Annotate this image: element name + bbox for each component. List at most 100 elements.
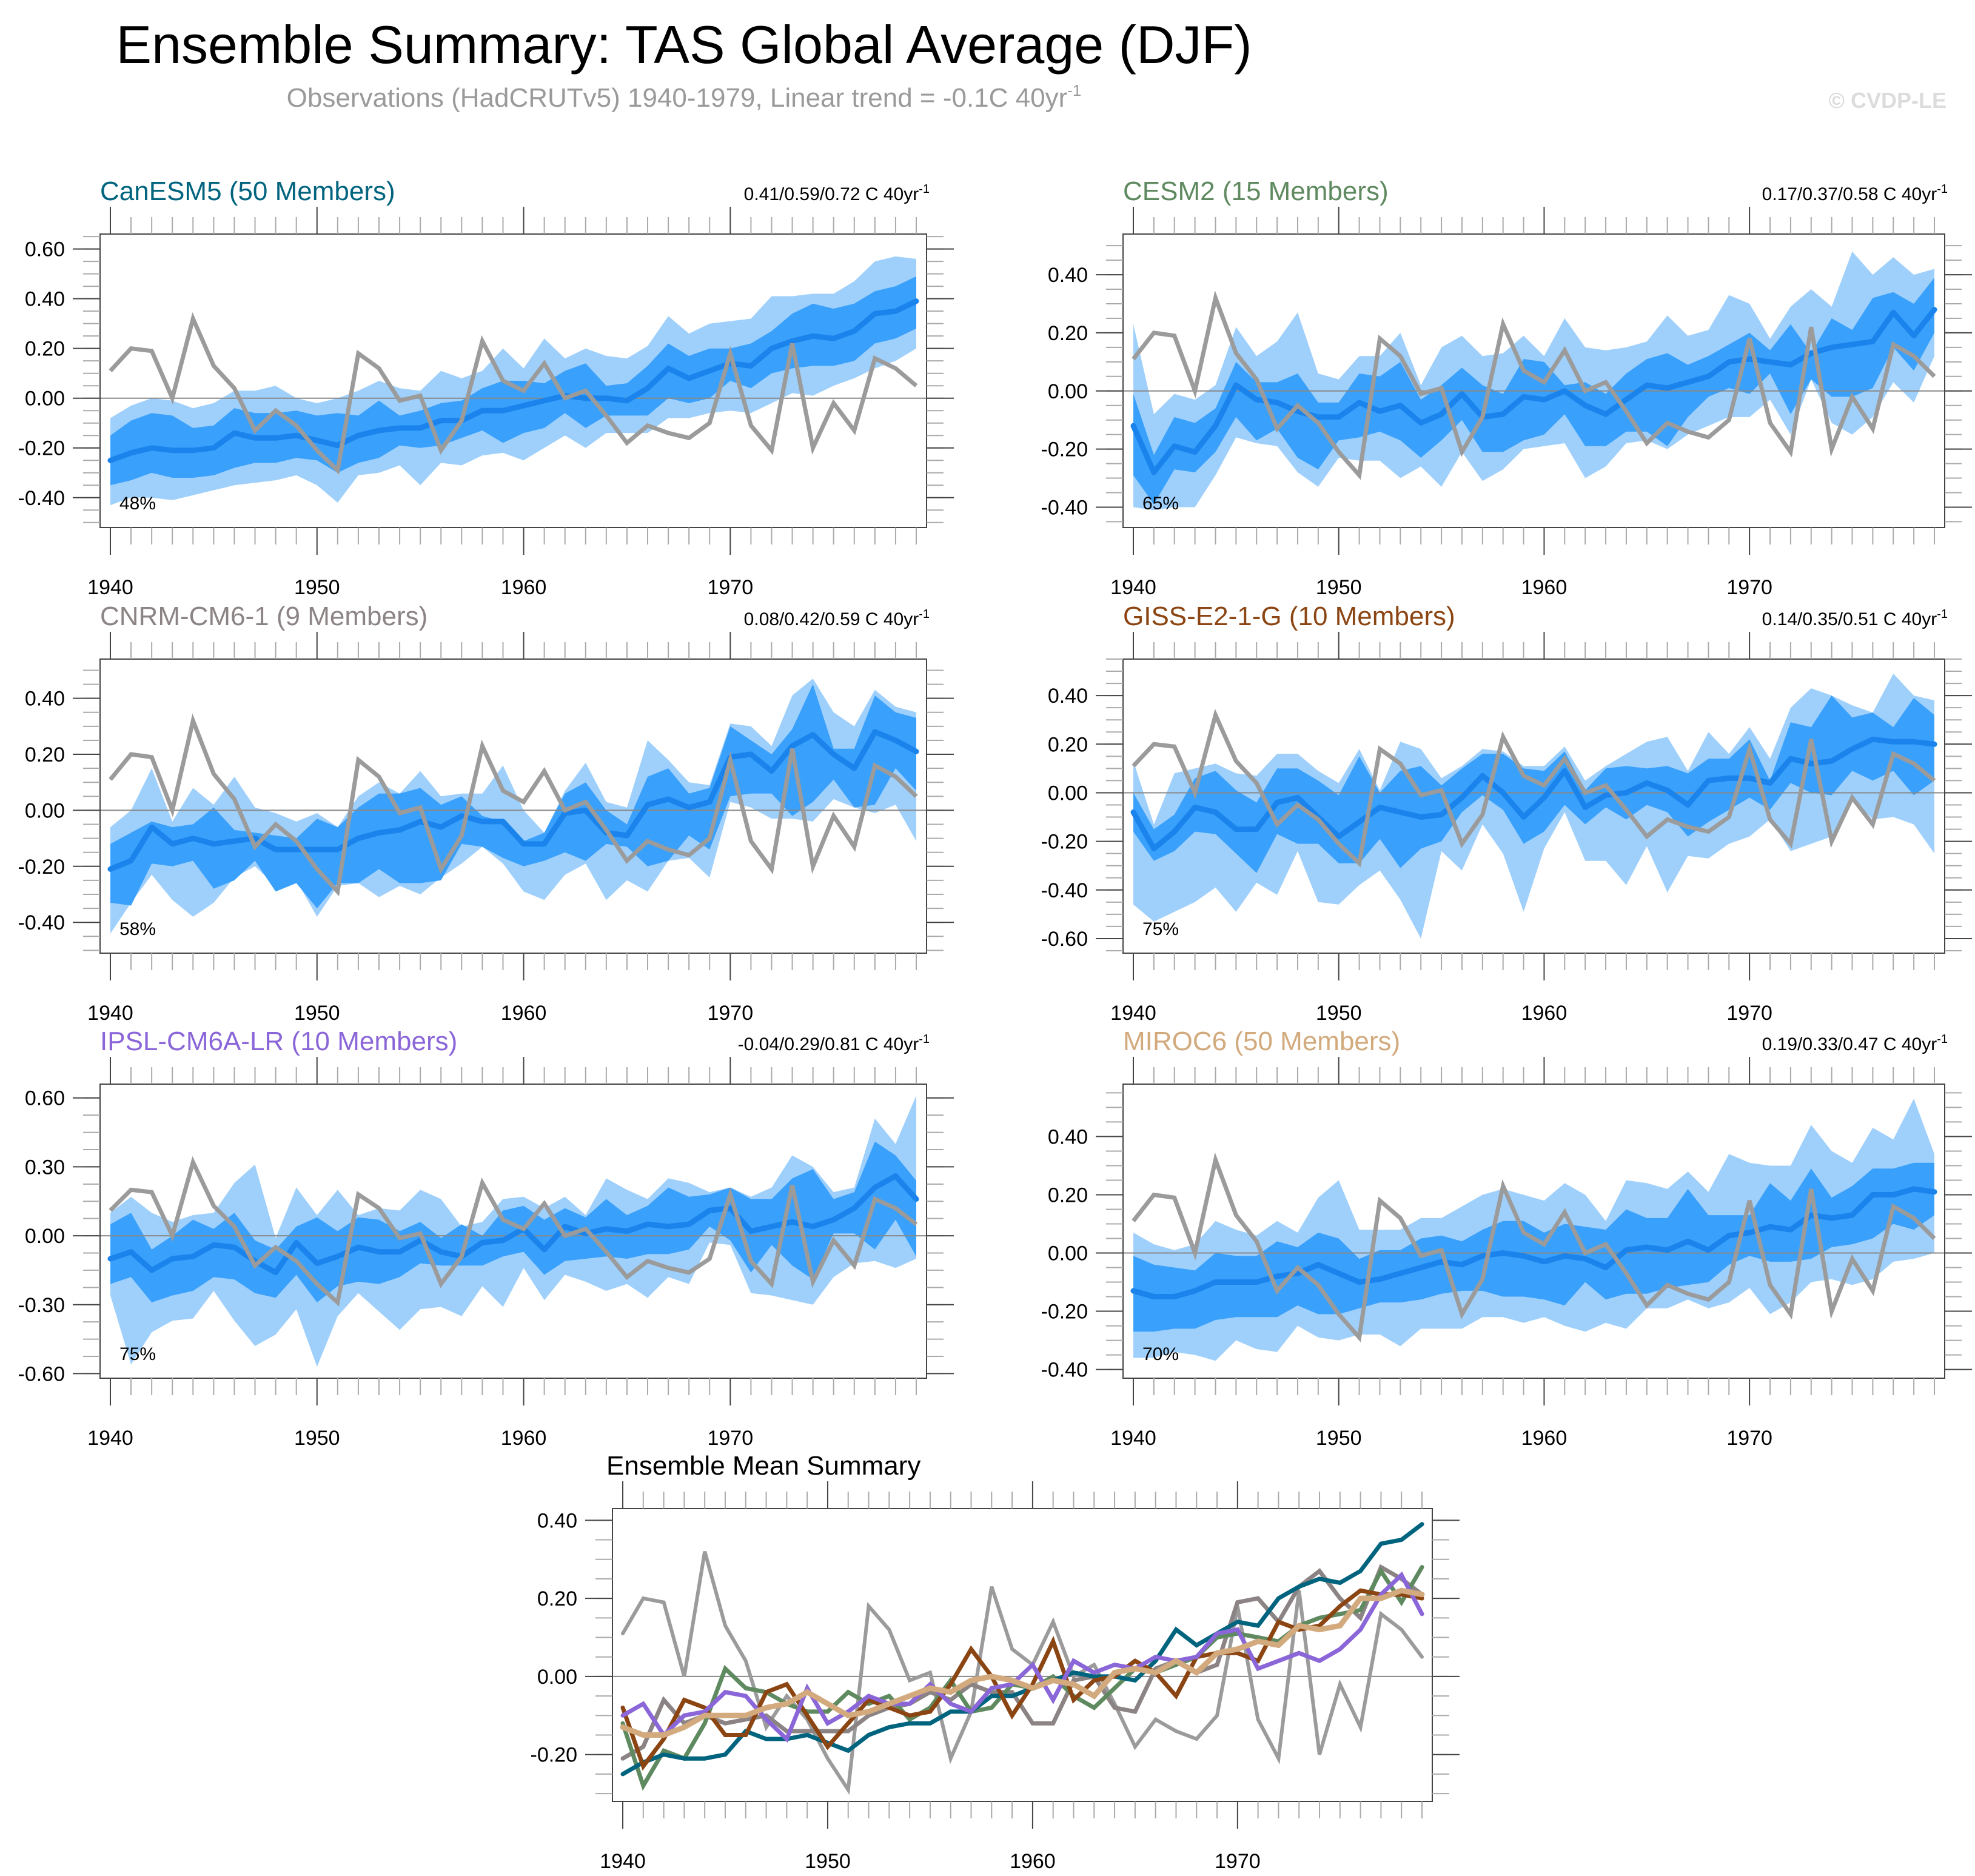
percent-label: 58% — [119, 919, 156, 939]
y-tick-label: 0.20 — [25, 743, 65, 766]
percent-label: 65% — [1142, 494, 1179, 514]
plot-frame — [1122, 1084, 1945, 1379]
x-tick-label: 1960 — [501, 1427, 547, 1450]
x-tick-label: 1940 — [87, 1427, 133, 1450]
x-tick-label: 1950 — [1316, 1002, 1362, 1025]
y-tick-label: 0.20 — [25, 338, 65, 361]
y-tick-label: 0.00 — [537, 1666, 577, 1689]
trend-range-text: 0.14/0.35/0.51 C 40yr — [1762, 609, 1937, 629]
y-tick-label: -0.20 — [1041, 438, 1088, 461]
y-tick-label: -0.20 — [18, 856, 65, 879]
y-tick-label: 0.30 — [25, 1156, 65, 1179]
y-tick-label: -0.40 — [1041, 1359, 1088, 1382]
y-tick-label: 0.20 — [537, 1587, 577, 1610]
observations-line — [1132, 708, 1936, 868]
y-tick-label: -0.40 — [18, 487, 65, 510]
figure-subtitle-text: Observations (HadCRUTv5) 1940-1979, Line… — [287, 83, 1068, 113]
interquartile-band — [110, 276, 916, 486]
trend-range-superscript: -1 — [919, 608, 930, 621]
x-tick-label: 1950 — [1316, 576, 1362, 599]
trend-range-superscript: -1 — [919, 1033, 930, 1046]
ensemble-mean-line — [1130, 1186, 1937, 1299]
series-line-miroc6 — [620, 1587, 1425, 1738]
x-tick-label: 1960 — [1521, 576, 1568, 599]
series-line-ipsl-cm6a-lr — [620, 1571, 1424, 1743]
y-tick-label: -0.20 — [1041, 831, 1088, 854]
x-tick-label: 1960 — [501, 576, 547, 599]
trend-range-text: 0.08/0.42/0.59 C 40yr — [744, 609, 919, 629]
x-tick-label: 1970 — [707, 1002, 753, 1025]
series-line-observations — [621, 1551, 1424, 1795]
panel-cnrm-cm6-1-9-members: CNRM-CM6-1 (9 Members) 0.08/0.42/0.59 C 4… — [18, 601, 954, 1025]
interquartile-band — [1133, 1162, 1934, 1332]
plot-area — [1123, 251, 1945, 511]
y-tick-label: -0.60 — [18, 1362, 65, 1385]
y-tick-label: 0.00 — [1048, 782, 1088, 805]
observations-line — [109, 1156, 918, 1307]
y-tick-label: 0.20 — [1048, 1184, 1088, 1207]
x-tick-label: 1940 — [600, 1850, 646, 1873]
y-tick-label: 0.20 — [1048, 733, 1088, 756]
x-tick-label: 1960 — [1521, 1002, 1568, 1025]
x-tick-label: 1970 — [707, 1427, 753, 1450]
y-tick-label: -0.60 — [1041, 928, 1088, 951]
ensemble-mean-line — [107, 298, 919, 463]
x-tick-label: 1940 — [1110, 1427, 1156, 1450]
trend-range-label: 0.19/0.33/0.47 C 40yr-1 — [1762, 1033, 1948, 1054]
trend-range-superscript: -1 — [1937, 183, 1948, 196]
figure-title: Ensemble Summary: TAS Global Average (DJ… — [116, 15, 1252, 75]
panel-giss-e2-1-g-10-members: GISS-E2-1-G (10 Members) 0.14/0.35/0.51 C… — [1041, 601, 1972, 1025]
y-tick-label: -0.20 — [1041, 1301, 1088, 1324]
panel-ipsl-cm6a-lr-10-members: IPSL-CM6A-LR (10 Members) -0.04/0.29/0.81… — [18, 1027, 954, 1450]
y-tick-label: 0.00 — [25, 1225, 65, 1248]
x-tick-label: 1970 — [1215, 1850, 1261, 1873]
y-tick-label: -0.20 — [18, 437, 65, 460]
trend-range-text: 0.17/0.37/0.58 C 40yr — [1762, 184, 1937, 204]
plot-frame — [612, 1508, 1433, 1802]
x-tick-label: 1950 — [294, 1002, 340, 1025]
plot-area — [612, 1522, 1432, 1795]
y-tick-label: 0.40 — [25, 688, 65, 711]
plot-frame — [1122, 233, 1945, 528]
y-tick-label: -0.40 — [1041, 879, 1088, 902]
panel-canesm5-50-members: CanESM5 (50 Members) 0.41/0.59/0.72 C 40y… — [18, 176, 954, 599]
series-line-canesm5 — [620, 1522, 1424, 1777]
panel-title: Ensemble Mean Summary — [606, 1451, 920, 1481]
x-tick-label: 1970 — [1726, 576, 1772, 599]
x-tick-label: 1970 — [1726, 1427, 1772, 1450]
x-tick-label: 1970 — [1726, 1002, 1772, 1025]
plot-area — [100, 1095, 927, 1367]
trend-range-superscript: -1 — [919, 183, 930, 196]
panel-title: CESM2 (15 Members) — [1123, 176, 1389, 206]
y-tick-label: 0.60 — [25, 1087, 65, 1110]
plot-area — [100, 256, 927, 506]
plot-frame — [99, 233, 927, 528]
plot-area — [100, 678, 927, 934]
y-tick-label: -0.30 — [18, 1294, 65, 1317]
panel-title: MIROC6 (50 Members) — [1123, 1027, 1400, 1056]
y-tick-label: 0.40 — [25, 288, 65, 311]
percent-label: 48% — [119, 494, 156, 514]
observations-line — [1132, 1152, 1936, 1342]
x-tick-label: 1940 — [87, 576, 133, 599]
trend-range-label: 0.14/0.35/0.51 C 40yr-1 — [1762, 608, 1948, 629]
trend-range-label: 0.08/0.42/0.59 C 40yr-1 — [744, 608, 930, 629]
y-tick-label: 0.40 — [1048, 264, 1088, 287]
plot-area — [1123, 1099, 1945, 1361]
panel-cesm2-15-members: CESM2 (15 Members) 0.17/0.37/0.58 C 40yr-… — [1041, 176, 1972, 599]
x-tick-label: 1950 — [294, 576, 340, 599]
ensemble-mean-line — [107, 729, 919, 872]
figure-subtitle: Observations (HadCRUTv5) 1940-1979, Line… — [287, 81, 1082, 113]
trend-range-label: -0.04/0.29/0.81 C 40yr-1 — [738, 1033, 930, 1054]
x-tick-label: 1950 — [294, 1427, 340, 1450]
panel-title: GISS-E2-1-G (10 Members) — [1123, 601, 1455, 631]
panel-title: CanESM5 (50 Members) — [100, 176, 395, 206]
trend-range-label: 0.41/0.59/0.72 C 40yr-1 — [744, 183, 930, 204]
x-tick-label: 1940 — [87, 1002, 133, 1025]
y-tick-label: 0.60 — [25, 238, 65, 261]
x-tick-label: 1940 — [1110, 576, 1156, 599]
y-tick-label: 0.20 — [1048, 322, 1088, 345]
x-tick-label: 1940 — [1110, 1002, 1156, 1025]
